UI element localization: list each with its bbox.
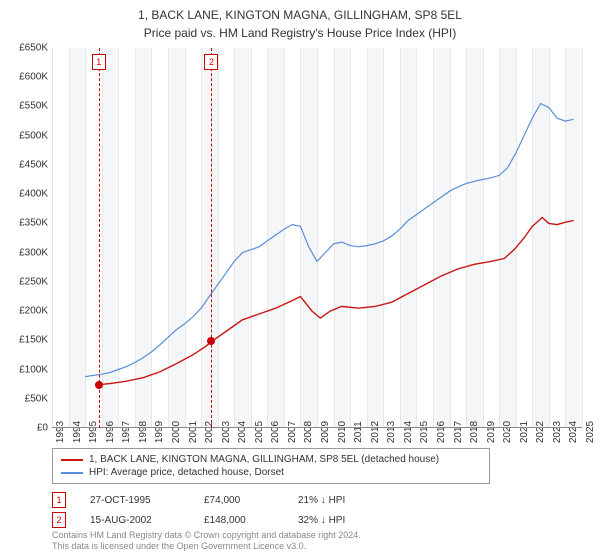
property-line xyxy=(99,218,574,385)
sale-price: £74,000 xyxy=(204,495,274,506)
y-axis-label: £300K xyxy=(19,247,48,258)
legend-label: HPI: Average price, detached house, Dors… xyxy=(89,467,284,478)
legend-item: HPI: Average price, detached house, Dors… xyxy=(61,466,481,479)
legend-box: 1, BACK LANE, KINGTON MAGNA, GILLINGHAM,… xyxy=(52,448,490,484)
sale-row-marker: 1 xyxy=(52,492,66,508)
sale-marker-label: 2 xyxy=(204,54,218,70)
sale-date: 27-OCT-1995 xyxy=(90,495,180,506)
y-axis-label: £400K xyxy=(19,189,48,200)
chart-subtitle: Price paid vs. HM Land Registry's House … xyxy=(0,24,600,40)
sale-pct-vs-hpi: 21% ↓ HPI xyxy=(298,495,388,506)
y-axis-label: £500K xyxy=(19,130,48,141)
y-axis-label: £450K xyxy=(19,159,48,170)
sale-marker-dot xyxy=(95,381,103,389)
legend-swatch xyxy=(61,472,83,474)
sale-row-marker: 2 xyxy=(52,512,66,528)
y-axis-label: £200K xyxy=(19,306,48,317)
y-axis-label: £150K xyxy=(19,335,48,346)
sale-marker-dot xyxy=(207,337,215,345)
legend-label: 1, BACK LANE, KINGTON MAGNA, GILLINGHAM,… xyxy=(89,454,439,465)
sale-price: £148,000 xyxy=(204,515,274,526)
footer-line-1: Contains HM Land Registry data © Crown c… xyxy=(52,530,361,541)
gridline-vertical xyxy=(582,48,583,428)
y-axis-label: £50K xyxy=(25,393,48,404)
legend-item: 1, BACK LANE, KINGTON MAGNA, GILLINGHAM,… xyxy=(61,453,481,466)
sale-pct-vs-hpi: 32% ↓ HPI xyxy=(298,515,388,526)
sale-row: 2 15-AUG-2002 £148,000 32% ↓ HPI xyxy=(52,510,388,530)
legend-swatch xyxy=(61,459,83,461)
sale-marker-line xyxy=(99,48,100,428)
sale-marker-line xyxy=(211,48,212,428)
y-axis-label: £0 xyxy=(37,423,48,434)
y-axis-label: £650K xyxy=(19,43,48,54)
hpi-line xyxy=(85,104,574,377)
x-axis-label: 2025 xyxy=(585,421,596,443)
chart-title: 1, BACK LANE, KINGTON MAGNA, GILLINGHAM,… xyxy=(0,0,600,24)
y-axis-label: £350K xyxy=(19,218,48,229)
footer-line-2: This data is licensed under the Open Gov… xyxy=(52,541,361,552)
y-axis-label: £600K xyxy=(19,72,48,83)
plot-area: 1993199419951996199719981999200020012002… xyxy=(52,48,582,428)
y-axis-label: £250K xyxy=(19,276,48,287)
sale-row: 1 27-OCT-1995 £74,000 21% ↓ HPI xyxy=(52,490,388,510)
footer-attribution: Contains HM Land Registry data © Crown c… xyxy=(52,530,361,552)
chart-container: 1, BACK LANE, KINGTON MAGNA, GILLINGHAM,… xyxy=(0,0,600,560)
sale-date: 15-AUG-2002 xyxy=(90,515,180,526)
sale-marker-label: 1 xyxy=(92,54,106,70)
y-axis-label: £100K xyxy=(19,364,48,375)
y-axis-label: £550K xyxy=(19,101,48,112)
sales-table: 1 27-OCT-1995 £74,000 21% ↓ HPI 2 15-AUG-2002… xyxy=(52,490,388,530)
line-canvas xyxy=(52,48,582,428)
